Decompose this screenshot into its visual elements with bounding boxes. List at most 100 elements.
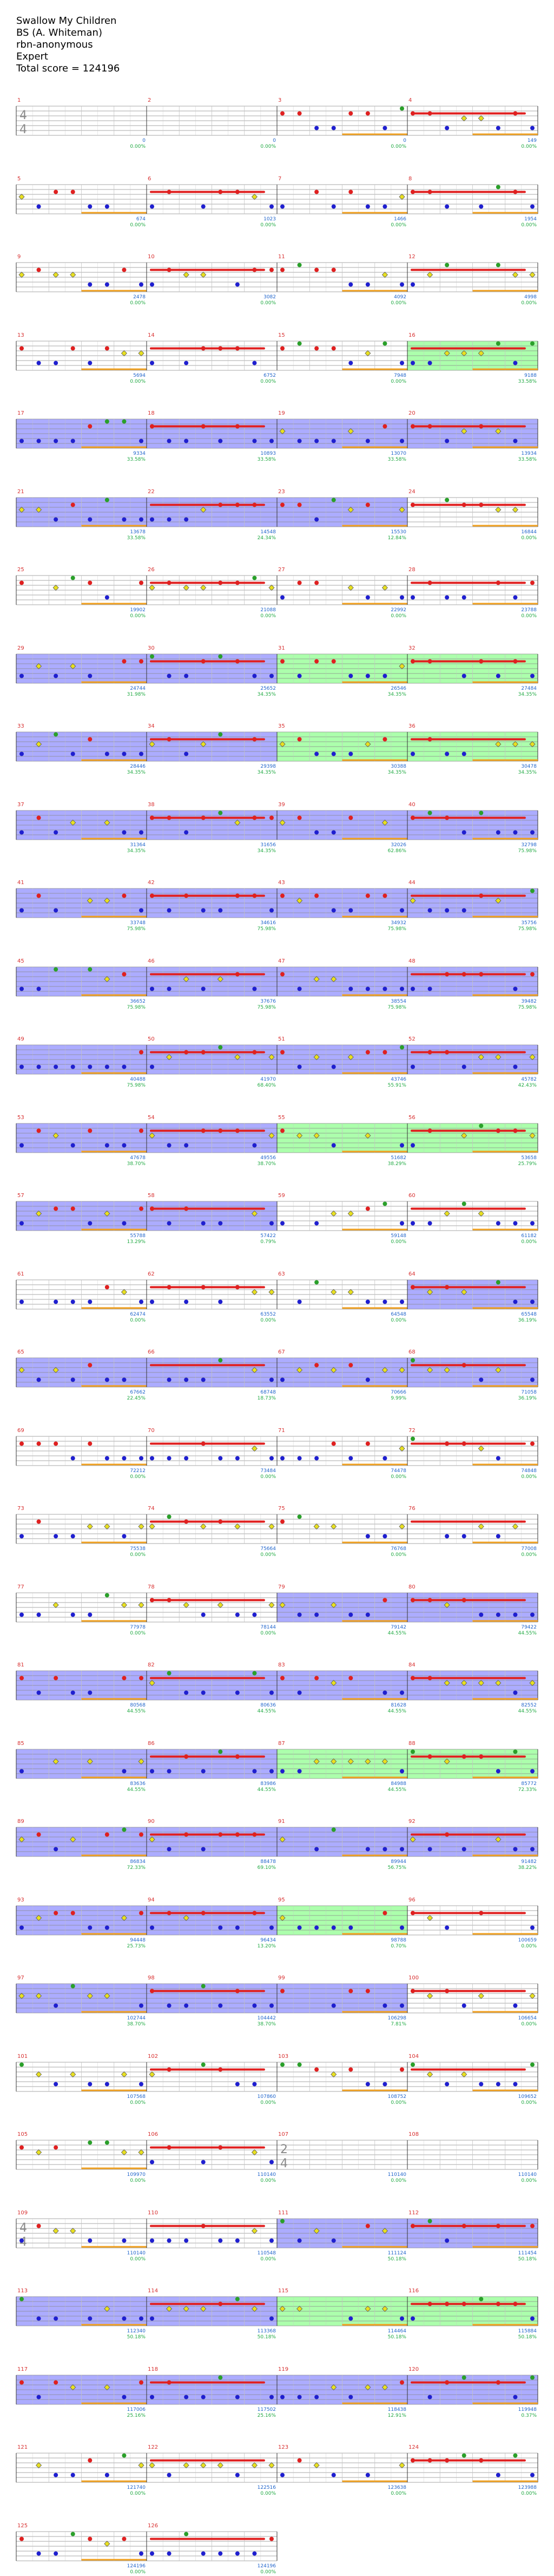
- blue-note: [167, 2238, 172, 2242]
- yellow-cymbal: [495, 428, 502, 435]
- bar-number: 68: [408, 1349, 416, 1355]
- green-note: [479, 2297, 484, 2302]
- red-note: [382, 1911, 387, 1915]
- bar-number: 88: [408, 1741, 416, 1747]
- blue-note: [280, 204, 285, 208]
- blue-note: [400, 1299, 404, 1304]
- blue-note: [150, 517, 154, 521]
- bar-score: 674: [136, 217, 146, 222]
- bar-score: 49556: [260, 1155, 276, 1161]
- yellow-cymbal: [52, 2227, 59, 2234]
- yellow-cymbal: [217, 2462, 223, 2469]
- bar-percentage: 0.00%: [521, 223, 537, 228]
- blue-note: [218, 1299, 223, 1304]
- bar-number: 10: [148, 254, 155, 260]
- bar-number: 27: [278, 567, 285, 573]
- row-5: 17933433.58%181089333.58%191307033.58%20…: [16, 410, 538, 462]
- red-note: [280, 111, 285, 116]
- bar-percentage: 13.29%: [127, 1239, 146, 1245]
- red-note: [201, 1285, 206, 1289]
- red-note: [167, 1911, 172, 1915]
- blue-note: [411, 361, 415, 365]
- bar-percentage: 22.45%: [127, 1396, 146, 1401]
- bar-percentage: 75.98%: [258, 1005, 276, 1010]
- blue-note: [252, 2082, 257, 2086]
- blue-note: [461, 751, 466, 756]
- bar-percentage: 0.00%: [391, 1552, 406, 1558]
- blue-note: [400, 439, 404, 443]
- green-note: [201, 1984, 206, 1989]
- green-note: [104, 2140, 109, 2145]
- row-23: 898683472.33%908847869.10%918994456.75%9…: [16, 1819, 538, 1871]
- yellow-cymbal: [121, 1601, 127, 1608]
- red-note: [167, 1285, 172, 1289]
- red-note: [314, 189, 319, 194]
- yellow-cymbal: [279, 1914, 286, 1921]
- blue-note: [331, 830, 336, 834]
- bar-number: 24: [408, 489, 416, 495]
- yellow-cymbal: [512, 506, 518, 513]
- red-note: [297, 580, 302, 585]
- blue-note: [513, 830, 518, 834]
- blue-note: [400, 2003, 404, 2008]
- blue-note: [167, 2551, 172, 2555]
- bar-number: 57: [17, 1193, 24, 1199]
- yellow-cymbal: [18, 1367, 25, 1374]
- blue-note: [382, 204, 387, 208]
- yellow-cymbal: [36, 2149, 42, 2156]
- yellow-cymbal: [268, 2462, 275, 2469]
- blue-note: [461, 1847, 466, 1852]
- bar-number: 64: [408, 1271, 416, 1277]
- bar-score: 38554: [391, 999, 406, 1004]
- blue-note: [348, 1612, 353, 1617]
- blue-note: [36, 1690, 41, 1695]
- yellow-cymbal: [331, 1758, 337, 1764]
- blue-note: [411, 282, 415, 287]
- blue-note: [36, 361, 41, 365]
- blue-note: [297, 1456, 302, 1460]
- time-signature-top: 2: [280, 2143, 288, 2156]
- yellow-cymbal: [138, 1523, 144, 1530]
- red-note: [19, 2536, 24, 2541]
- bar-number: 47: [278, 958, 285, 964]
- bar-number: 98: [148, 1975, 155, 1981]
- blue-note: [54, 1064, 58, 1069]
- blue-note: [331, 2473, 336, 2477]
- yellow-cymbal: [427, 1992, 433, 1999]
- red-note: [445, 2458, 450, 2463]
- blue-note: [184, 830, 189, 834]
- red-note: [496, 580, 500, 585]
- yellow-cymbal: [365, 741, 371, 748]
- bar-score: 43746: [391, 1077, 406, 1082]
- bar-number: 91: [278, 1819, 285, 1825]
- yellow-cymbal: [444, 1367, 450, 1374]
- red-note: [427, 1128, 432, 1133]
- bar-percentage: 0.00%: [260, 613, 276, 619]
- blue-note: [167, 1221, 172, 1226]
- red-note: [382, 424, 387, 429]
- red-note: [218, 502, 223, 507]
- red-note: [218, 189, 223, 194]
- bar-score: 13678: [130, 529, 146, 535]
- bar-percentage: 9.99%: [391, 1396, 406, 1401]
- red-note: [139, 2380, 143, 2384]
- blue-note: [513, 439, 518, 443]
- blue-note: [314, 830, 319, 834]
- bar-percentage: 34.35%: [518, 770, 537, 775]
- blue-note: [218, 1925, 223, 1930]
- blue-note: [122, 1534, 127, 1539]
- yellow-cymbal: [200, 271, 207, 278]
- green-note: [218, 810, 223, 815]
- yellow-cymbal: [87, 1992, 93, 1999]
- bar-score: 62474: [130, 1312, 146, 1317]
- yellow-cymbal: [279, 1601, 286, 1608]
